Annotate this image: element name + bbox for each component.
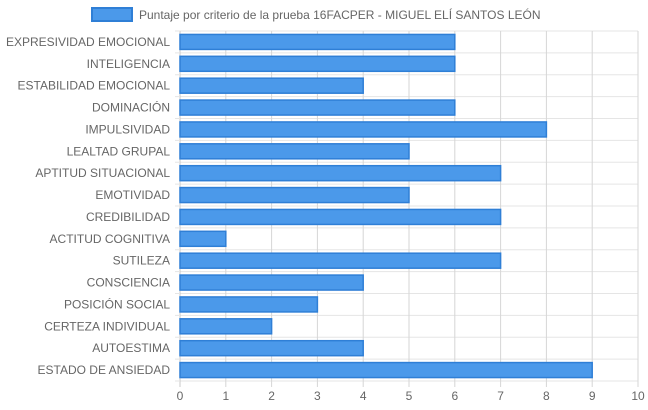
legend-label: Puntaje por criterio de la prueba 16FACP…: [139, 7, 541, 22]
bar[interactable]: [179, 230, 227, 248]
bar[interactable]: [179, 77, 364, 94]
bar[interactable]: [179, 318, 273, 335]
x-tick-label: 9: [589, 389, 596, 403]
legend[interactable]: Puntaje por criterio de la prueba 16FACP…: [91, 7, 541, 22]
category-label: EMOTIVIDAD: [95, 188, 170, 202]
legend-swatch: [91, 7, 133, 22]
bar[interactable]: [179, 99, 456, 116]
bar[interactable]: [179, 208, 502, 226]
x-tick-label: 6: [451, 389, 458, 403]
bar[interactable]: [179, 143, 410, 160]
category-label: ESTABILIDAD EMOCIONAL: [18, 79, 171, 93]
category-label: INTELIGENCIA: [87, 57, 170, 71]
category-label: ACTITUD COGNITIVA: [50, 232, 170, 246]
bar[interactable]: [179, 361, 593, 379]
bar[interactable]: [179, 339, 364, 357]
bar[interactable]: [179, 296, 319, 313]
category-label: IMPULSIVIDAD: [85, 122, 170, 136]
category-label: CERTEZA INDIVIDUAL: [44, 319, 170, 333]
category-label: POSICIÓN SOCIAL: [64, 296, 170, 311]
category-label: ESTADO DE ANSIEDAD: [38, 363, 171, 377]
category-label: APTITUD SITUACIONAL: [35, 166, 170, 180]
category-axis: EXPRESIVIDAD EMOCIONAL INTELIGENCIA ESTABI…: [6, 35, 170, 377]
x-tick-label: 7: [497, 389, 504, 403]
x-tick-label: 1: [222, 389, 229, 403]
x-tick-label: 2: [268, 389, 275, 403]
bar[interactable]: [179, 55, 456, 73]
bar[interactable]: [179, 121, 548, 138]
x-tick-label: 8: [543, 389, 550, 403]
category-label: AUTOESTIMA: [92, 341, 170, 355]
category-label: CREDIBILIDAD: [86, 210, 170, 224]
bars: [179, 33, 593, 379]
bar[interactable]: [179, 33, 456, 51]
x-tick-label: 10: [631, 389, 645, 403]
bar[interactable]: [179, 186, 410, 204]
x-tick-label: 3: [314, 389, 321, 403]
x-tick-label: 0: [177, 389, 184, 403]
category-label: SUTILEZA: [113, 254, 170, 268]
category-label: LEALTAD GRUPAL: [67, 144, 171, 158]
category-label: DOMINACIÓN: [92, 100, 170, 115]
value-axis: 0 1 2 3 4 5 6 7 8 9 10: [177, 389, 645, 403]
x-tick-label: 5: [406, 389, 413, 403]
bar[interactable]: [179, 252, 502, 269]
category-label: CONSCIENCIA: [87, 276, 170, 290]
bar[interactable]: [179, 274, 364, 291]
category-label: EXPRESIVIDAD EMOCIONAL: [6, 35, 170, 49]
x-tick-label: 4: [360, 389, 367, 403]
bar[interactable]: [179, 164, 502, 182]
